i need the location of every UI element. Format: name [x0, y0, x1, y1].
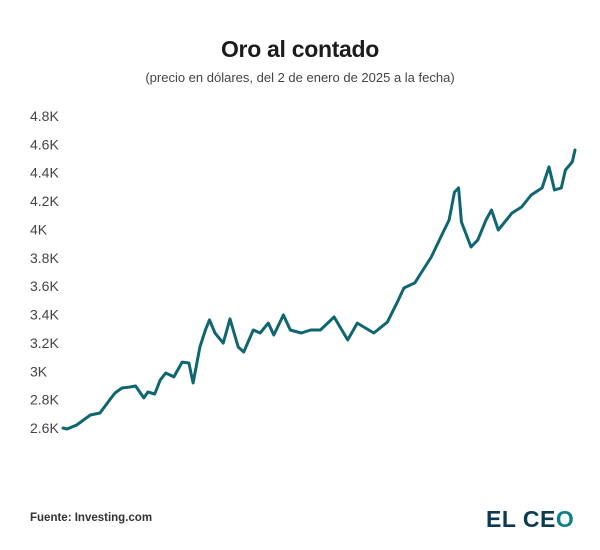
chart-title: Oro al contado	[220, 36, 380, 62]
y-tick-label: 4.4K	[30, 165, 59, 181]
y-tick-label: 3.4K	[30, 307, 59, 323]
y-tick-label: 2.8K	[30, 392, 59, 408]
y-tick-label: 4.6K	[30, 136, 59, 152]
y-tick-label: 3.2K	[30, 335, 59, 351]
y-tick-label: 4.2K	[30, 193, 59, 209]
y-tick-label: 4.8K	[30, 108, 59, 124]
series-lines	[61, 148, 577, 431]
y-tick-label: 4K	[30, 221, 48, 237]
y-tick-label: 3.6K	[30, 278, 59, 294]
chart-subtitle: (precio en dólares, del 2 de enero de 20…	[145, 70, 455, 85]
gold-price-line	[61, 148, 577, 431]
y-tick-label: 3K	[30, 363, 48, 379]
el-ceo-logo: EL CEO	[486, 506, 575, 532]
source-note: Fuente: Investing.com	[30, 512, 153, 524]
y-axis-ticks: 2.6K 2.8K 3K 3.2K 3.4K 3.6K 3.8K 4K 4.2K 4.4K 4.6K…	[30, 108, 59, 436]
y-tick-label: 3.8K	[30, 250, 59, 266]
y-tick-label: 2.6K	[30, 420, 59, 436]
